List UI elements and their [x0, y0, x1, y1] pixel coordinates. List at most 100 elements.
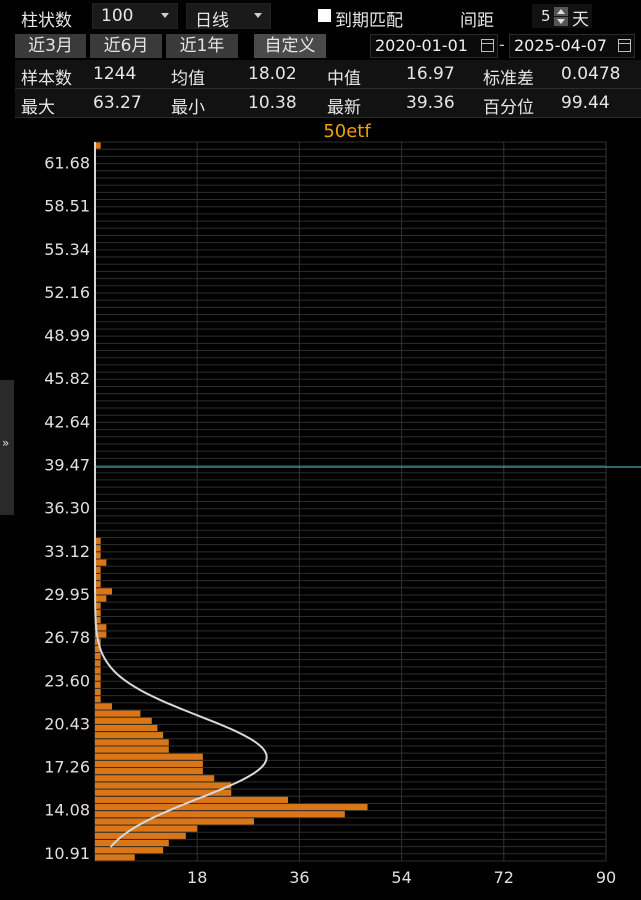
histogram-bar	[95, 811, 345, 818]
spin-up-icon[interactable]	[554, 7, 568, 16]
histogram-bar	[95, 545, 101, 552]
histogram-bar	[95, 703, 113, 710]
calendar-icon[interactable]	[481, 39, 494, 52]
y-tick-label: 14.08	[44, 801, 90, 820]
y-tick-label: 36.30	[44, 499, 90, 518]
interval-unit: 天	[572, 10, 589, 30]
std-value: 0.0478	[561, 64, 621, 84]
interval-spinner[interactable]: 5 天	[532, 4, 592, 30]
y-tick-label: 58.51	[44, 197, 90, 216]
histogram-bar	[95, 566, 101, 573]
start-date-value: 2020-01-01	[375, 36, 468, 55]
y-tick-label: 48.99	[44, 326, 90, 345]
histogram-bar	[95, 724, 158, 732]
histogram-bar	[95, 667, 101, 674]
bar-count-select[interactable]: 100	[92, 3, 178, 29]
histogram-bar	[95, 789, 232, 796]
histogram-bar	[95, 775, 215, 782]
min-label: 最小	[171, 98, 205, 118]
histogram-bar	[95, 609, 101, 617]
sample-count-value: 1244	[93, 64, 137, 84]
expiry-match-checkbox[interactable]	[318, 9, 331, 22]
sample-count-label: 样本数	[21, 69, 72, 89]
range-3m-button[interactable]: 近3月	[15, 34, 86, 58]
y-tick-label: 17.26	[44, 757, 90, 776]
spin-down-icon[interactable]	[554, 17, 568, 26]
x-tick-label: 72	[494, 868, 514, 887]
histogram-bar	[95, 803, 368, 811]
histogram-bar	[95, 645, 101, 652]
histogram-bar	[95, 839, 169, 847]
histogram-bar	[95, 688, 101, 696]
histogram-bar	[95, 588, 113, 595]
histogram-bar	[95, 602, 101, 609]
histogram-bar	[95, 825, 198, 832]
start-date-input[interactable]: 2020-01-01	[370, 34, 498, 58]
range-6m-button[interactable]: 近6月	[90, 34, 162, 58]
side-collapse-tab[interactable]: »	[0, 380, 14, 515]
histogram-panel: 10.91 14.08 17.26 20.43 23.60 26.78 29.95 33.12…	[15, 118, 641, 896]
control-bar: 柱状数 100 日线 到期匹配 间距 5 天	[15, 0, 641, 32]
bar-count-value: 100	[101, 6, 134, 26]
histogram-bar	[95, 782, 232, 789]
histogram-bar	[95, 739, 169, 746]
x-tick-label: 36	[289, 868, 309, 887]
histogram-bar	[95, 746, 169, 753]
y-tick-label: 29.95	[44, 585, 90, 604]
histogram-bar	[95, 581, 101, 588]
histogram-bar	[95, 696, 101, 703]
median-label: 中值	[327, 69, 361, 89]
range-1y-button[interactable]: 近1年	[166, 34, 238, 58]
histogram-bar	[95, 595, 107, 602]
histogram-bar	[95, 710, 141, 717]
histogram-bar	[95, 760, 203, 768]
max-label: 最大	[21, 98, 55, 118]
histogram-bar	[95, 674, 101, 681]
y-tick-label: 33.12	[44, 542, 90, 561]
histogram-bar	[95, 818, 254, 825]
mean-value: 18.02	[248, 64, 297, 84]
min-value: 10.38	[248, 93, 297, 113]
chevron-down-icon	[161, 13, 169, 18]
normal-curve	[94, 142, 268, 848]
end-date-value: 2025-04-07	[514, 36, 607, 55]
y-tick-label: 23.60	[44, 671, 90, 690]
histogram-bar	[95, 573, 101, 581]
histogram-bar	[95, 681, 101, 688]
histogram-bar	[95, 768, 203, 775]
y-tick-label: 45.82	[44, 369, 90, 388]
interval-value: 5	[541, 7, 551, 25]
histogram-bar	[95, 854, 135, 861]
range-custom-button[interactable]: 自定义	[254, 34, 326, 58]
histogram-bar	[95, 660, 101, 667]
latest-label: 最新	[327, 98, 361, 118]
histogram-bar	[95, 617, 101, 624]
percentile-label: 百分位	[483, 98, 534, 118]
y-tick-label: 39.47	[44, 456, 90, 475]
latest-value: 39.36	[406, 93, 455, 113]
chevron-down-icon	[254, 13, 262, 18]
period-select[interactable]: 日线	[186, 3, 271, 31]
stats-row-2: 最大 63.27 最小 10.38 最新 39.36 百分位 99.44	[15, 89, 641, 118]
stats-row-1: 样本数 1244 均值 18.02 中值 16.97 标准差 0.0478	[15, 60, 641, 89]
date-separator: -	[499, 35, 505, 54]
y-tick-label: 20.43	[44, 714, 90, 733]
max-value: 63.27	[93, 93, 142, 113]
std-label: 标准差	[483, 69, 534, 89]
chart-title: 50etf	[323, 121, 371, 142]
histogram-bar	[95, 796, 289, 803]
histogram-chart: 10.91 14.08 17.26 20.43 23.60 26.78 29.95 33.12…	[44, 121, 641, 887]
histogram-bar	[95, 832, 186, 839]
mean-label: 均值	[171, 69, 205, 89]
calendar-icon[interactable]	[618, 39, 631, 52]
end-date-input[interactable]: 2025-04-07	[509, 34, 635, 58]
y-tick-label: 26.78	[44, 628, 90, 647]
y-tick-label: 55.34	[44, 240, 90, 259]
y-tick-label: 42.64	[44, 412, 90, 431]
histogram-bar	[95, 732, 164, 739]
y-tick-label: 61.68	[44, 154, 90, 173]
histogram-bar	[95, 142, 101, 149]
histogram-bar	[95, 753, 203, 760]
period-value: 日线	[195, 11, 229, 31]
histogram-bar	[95, 624, 107, 631]
